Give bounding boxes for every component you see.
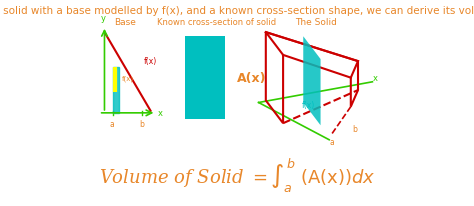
Text: y: y bbox=[100, 14, 106, 23]
Text: a: a bbox=[109, 119, 114, 128]
Text: x: x bbox=[373, 73, 377, 82]
Text: f(x): f(x) bbox=[302, 100, 315, 109]
Text: Base: Base bbox=[114, 18, 136, 27]
Text: Known cross-section of solid: Known cross-section of solid bbox=[157, 18, 276, 27]
Text: f(x): f(x) bbox=[122, 75, 134, 82]
FancyBboxPatch shape bbox=[185, 37, 226, 119]
Text: The Solid: The Solid bbox=[295, 18, 337, 27]
Text: b: b bbox=[139, 119, 145, 128]
FancyBboxPatch shape bbox=[113, 68, 119, 113]
Text: Volume of Solid $= \int_{a}^{b}\ (\mathrm{A(x)})dx$: Volume of Solid $= \int_{a}^{b}\ (\mathr… bbox=[99, 156, 375, 194]
Text: A(x): A(x) bbox=[237, 72, 266, 85]
Text: Given a solid with a base modelled by f(x), and a known cross-section shape, we : Given a solid with a base modelled by f(… bbox=[0, 6, 474, 16]
Text: f(x): f(x) bbox=[143, 57, 156, 66]
Text: b: b bbox=[352, 125, 357, 134]
Text: x: x bbox=[158, 109, 163, 118]
Polygon shape bbox=[303, 37, 320, 126]
Text: a: a bbox=[329, 137, 334, 146]
